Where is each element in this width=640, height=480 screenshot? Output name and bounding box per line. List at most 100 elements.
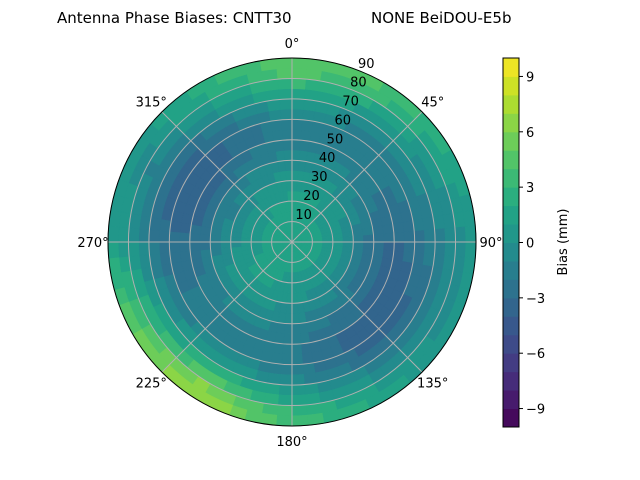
contour-cell bbox=[454, 241, 467, 258]
contour-cell bbox=[291, 67, 308, 80]
contour-cell bbox=[464, 225, 477, 243]
contour-cell bbox=[373, 241, 385, 251]
contour-cell bbox=[282, 333, 293, 345]
colorbar-level bbox=[503, 408, 519, 428]
contour-cell bbox=[189, 249, 202, 261]
contour-cell bbox=[403, 230, 415, 243]
contour-cell bbox=[268, 362, 282, 375]
radial-tick-label: 10 bbox=[295, 208, 312, 223]
contour-cell bbox=[291, 159, 300, 172]
contour-cell bbox=[209, 241, 222, 250]
contour-cell bbox=[169, 230, 181, 243]
contour-cell bbox=[189, 241, 201, 252]
contour-cell bbox=[280, 119, 293, 131]
contour-cell bbox=[291, 108, 304, 121]
contour-cell bbox=[291, 57, 309, 70]
radial-tick-label: 70 bbox=[342, 95, 359, 110]
contour-cell bbox=[159, 252, 172, 266]
colorbar-level bbox=[503, 168, 519, 188]
contour-cell bbox=[297, 312, 307, 324]
contour-cell bbox=[424, 241, 436, 255]
angle-labels: 0° 45° 90° 135° 180° 225° 270° 315° bbox=[77, 37, 502, 450]
contour-cell bbox=[209, 234, 222, 243]
colorbar-level bbox=[503, 113, 519, 133]
colorbar-level bbox=[503, 334, 519, 354]
contour-cell bbox=[282, 139, 293, 151]
contour-cell bbox=[276, 67, 293, 80]
colorbar-tick-label: 3 bbox=[526, 181, 534, 196]
contour-cell bbox=[283, 323, 293, 335]
contour-cell bbox=[302, 109, 316, 122]
contour-cell bbox=[291, 312, 300, 325]
contour-cell bbox=[189, 232, 201, 243]
contour-cell bbox=[444, 241, 456, 257]
contour-cell bbox=[291, 272, 296, 284]
contour-cell bbox=[279, 98, 293, 110]
colorbar-tick-label: −6 bbox=[526, 347, 545, 362]
contour-cell bbox=[291, 149, 301, 161]
contour-cell bbox=[413, 230, 426, 243]
contour-cell bbox=[288, 200, 293, 212]
contour-cell bbox=[291, 88, 306, 100]
contour-cell bbox=[138, 241, 150, 256]
radial-tick-label: 90 bbox=[358, 57, 375, 72]
contour-cell bbox=[322, 238, 334, 243]
contour-cell bbox=[291, 282, 297, 294]
contour-cell bbox=[179, 231, 191, 243]
colorbar-level bbox=[503, 224, 519, 243]
colorbar-level bbox=[503, 242, 519, 262]
radial-tick-label: 40 bbox=[319, 151, 336, 166]
colorbar-level bbox=[503, 58, 519, 77]
angle-tick-label: 270° bbox=[77, 236, 108, 251]
contour-cell bbox=[276, 404, 293, 417]
contour-cell bbox=[279, 374, 293, 386]
colorbar-level bbox=[503, 316, 519, 336]
contour-cells bbox=[107, 57, 477, 427]
contour-cell bbox=[285, 170, 293, 182]
contour-cell bbox=[199, 241, 211, 251]
angular-gridline bbox=[161, 111, 293, 243]
contour-cell bbox=[240, 241, 252, 247]
contour-cell bbox=[281, 343, 293, 355]
contour-cell bbox=[277, 160, 287, 172]
contour-cell bbox=[128, 241, 140, 257]
contour-cell bbox=[291, 78, 307, 90]
contour-cell bbox=[179, 241, 191, 253]
contour-cell bbox=[291, 292, 298, 304]
contour-cell bbox=[342, 236, 354, 243]
radial-tick-label: 50 bbox=[327, 132, 344, 147]
colorbar-level bbox=[503, 260, 519, 280]
contour-cell bbox=[373, 233, 385, 243]
polar-frame bbox=[107, 57, 477, 427]
angle-tick-label: 135° bbox=[417, 377, 448, 392]
contour-cell bbox=[301, 352, 314, 365]
colorbar-level bbox=[503, 76, 519, 96]
colorbar-label: Bias (mm) bbox=[556, 209, 571, 276]
contour-cell bbox=[138, 228, 150, 243]
angle-tick-label: 180° bbox=[276, 435, 307, 450]
contour-cell bbox=[412, 252, 425, 266]
contour-cell bbox=[107, 241, 120, 259]
contour-cell bbox=[284, 159, 293, 172]
contour-cell bbox=[291, 302, 299, 314]
contour-cell bbox=[128, 227, 140, 243]
contour-cell bbox=[291, 384, 306, 396]
colorbar-tick-label: 0 bbox=[526, 237, 534, 252]
contour-cell bbox=[434, 241, 446, 256]
contour-cell bbox=[286, 180, 293, 192]
contour-cell bbox=[402, 220, 415, 233]
radial-tick-label: 20 bbox=[303, 189, 320, 204]
colorbar-level bbox=[503, 371, 519, 391]
contour-cell bbox=[268, 109, 282, 122]
contour-cell bbox=[169, 251, 182, 264]
contour-cell bbox=[291, 353, 304, 365]
contour-cell bbox=[291, 394, 307, 406]
angular-gridline bbox=[291, 111, 423, 243]
chart-title-right: NONE BeiDOU-E5b bbox=[371, 9, 511, 27]
contour-cell bbox=[280, 108, 293, 121]
colorbar-level bbox=[503, 297, 519, 317]
contour-cell bbox=[270, 119, 283, 132]
contour-cell bbox=[230, 241, 242, 248]
contour-cell bbox=[280, 363, 293, 376]
